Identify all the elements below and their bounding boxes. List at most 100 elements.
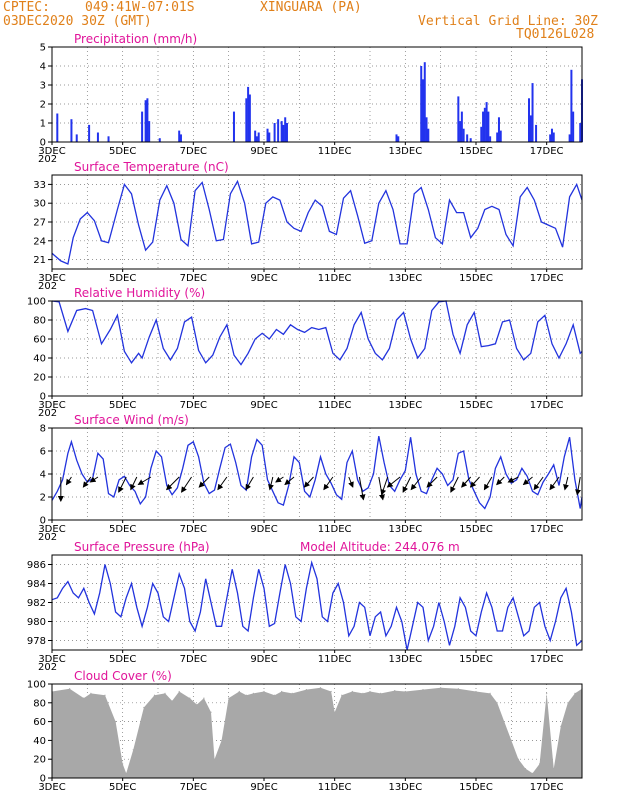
- wind-vector: [533, 476, 544, 491]
- precip-bar: [255, 136, 258, 142]
- x-tick-label: 17DEC: [530, 146, 564, 157]
- wind-vector: [348, 476, 354, 488]
- cloud-point: [122, 763, 124, 765]
- x-tick-label: 17DEC: [530, 524, 564, 535]
- cloud-point: [517, 758, 520, 760]
- wind-vector: [426, 476, 438, 488]
- rh-title: Relative Humidity (%): [74, 286, 205, 300]
- cloud-point: [553, 768, 555, 770]
- x-tick-label: 17DEC: [530, 654, 564, 665]
- x-tick-label: 7DEC: [180, 273, 207, 284]
- cloud-point: [196, 704, 198, 706]
- cloud-point: [546, 692, 548, 695]
- x-tick-label: 11DEC: [318, 146, 352, 157]
- precip-bar: [266, 128, 269, 142]
- cloud-point: [291, 692, 293, 695]
- x-tick-label: 11DEC: [318, 782, 352, 793]
- year-fragment: 202: [38, 532, 57, 543]
- precip-bar: [247, 86, 250, 142]
- precip-bar: [397, 136, 400, 142]
- cloud-point: [90, 692, 92, 695]
- cloud-point: [496, 702, 498, 704]
- precip-bar: [425, 117, 428, 142]
- pres-series-line: [51, 560, 583, 651]
- cloud-point: [351, 690, 353, 693]
- wind-vector: [130, 476, 138, 491]
- plot-frame: [51, 427, 583, 521]
- x-tick-label: 3DEC: [38, 400, 65, 411]
- wind-vector: [410, 476, 422, 491]
- cloud-point: [510, 739, 512, 742]
- cloud-point: [567, 702, 569, 704]
- cloud-point: [143, 706, 145, 709]
- cloud-point: [503, 721, 505, 723]
- precip-title: Precipitation (mm/h): [74, 32, 197, 46]
- y-tick-label: 0: [40, 138, 46, 149]
- cloud-point: [221, 739, 223, 742]
- wind-vector: [522, 476, 533, 486]
- wind-vector: [483, 476, 493, 491]
- y-tick-label: 0: [40, 516, 46, 527]
- y-tick-label: 986: [27, 560, 46, 571]
- precip-bar: [570, 69, 573, 142]
- year-fragment: 202: [38, 662, 57, 673]
- cloud-point: [228, 697, 230, 699]
- cloud-point: [210, 711, 212, 713]
- wind-vector: [323, 476, 334, 491]
- precip-bar: [485, 102, 488, 142]
- precip-bar: [273, 123, 276, 142]
- cloud-point: [245, 694, 247, 696]
- x-tick-label: 13DEC: [388, 146, 422, 157]
- x-tick-label: 7DEC: [180, 782, 207, 793]
- wind-title: Surface Wind (m/s): [74, 413, 189, 427]
- precip-bar: [535, 124, 538, 142]
- x-tick-label: 7DEC: [180, 400, 207, 411]
- precip-bar: [552, 132, 555, 142]
- plot-frame: [51, 174, 583, 270]
- x-tick-label: 13DEC: [388, 782, 422, 793]
- wind-vector: [386, 476, 401, 488]
- cloud-point: [252, 692, 254, 695]
- panel-precip: 0 1 2 3 4 5 3DEC 5DEC 7DEC 9DEC 11DEC 13DEC 15DEC 17D…: [38, 32, 583, 165]
- x-tick-label: 11DEC: [318, 400, 352, 411]
- cloud-point: [115, 721, 117, 723]
- y-tick-label: 100: [27, 297, 46, 308]
- x-tick-label: 9DEC: [250, 524, 277, 535]
- precip-bar: [466, 134, 469, 142]
- precip-bar: [146, 98, 149, 142]
- wind-vector: [469, 476, 480, 488]
- precip-bar: [245, 98, 248, 142]
- precip-bar: [96, 132, 99, 142]
- y-tick-label: 0: [40, 392, 46, 403]
- x-tick-label: 11DEC: [318, 273, 352, 284]
- y-tick-label: 978: [27, 636, 46, 647]
- precip-bar: [469, 138, 472, 142]
- y-tick-label: 982: [27, 598, 46, 609]
- y-tick-label: 984: [27, 579, 46, 590]
- x-tick-label: 15DEC: [459, 273, 493, 284]
- precip-bar: [487, 111, 490, 142]
- x-tick-label: 15DEC: [459, 400, 493, 411]
- year-fragment: 202: [38, 154, 57, 165]
- x-tick-label: 13DEC: [388, 273, 422, 284]
- x-tick-label: 3DEC: [38, 146, 65, 157]
- precip-bar: [285, 123, 288, 142]
- panel-wind: 0 2 4 6 8 3DEC 5DEC 7DEC 9DEC 11DEC 13DEC 15DEC 17DE…: [38, 413, 583, 543]
- wind-vector: [165, 476, 180, 491]
- cloud-point: [440, 687, 442, 689]
- precip-bar: [489, 136, 492, 142]
- x-tick-label: 11DEC: [318, 654, 352, 665]
- precip-bar: [427, 128, 430, 142]
- y-tick-label: 20: [33, 373, 46, 384]
- y-tick-label: 4: [40, 62, 46, 73]
- precip-bar: [284, 117, 287, 142]
- cloud-point: [475, 690, 477, 693]
- x-tick-label: 3DEC: [38, 273, 65, 284]
- x-tick-label: 3DEC: [38, 654, 65, 665]
- y-tick-label: 40: [33, 354, 46, 365]
- year-fragment: 202: [38, 408, 57, 419]
- precip-bar: [480, 126, 483, 142]
- x-tick-label: 13DEC: [388, 400, 422, 411]
- precip-bar: [257, 132, 260, 142]
- cloud-point: [238, 690, 240, 693]
